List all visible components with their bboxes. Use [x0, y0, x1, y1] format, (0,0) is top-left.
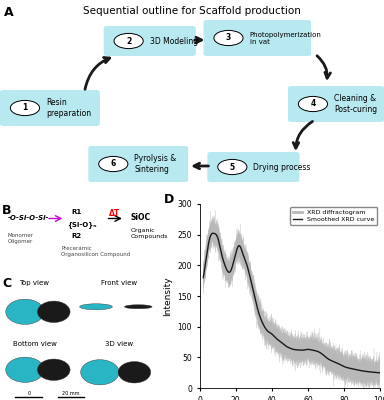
- Text: 0: 0: [27, 391, 30, 396]
- Text: Photopolymerization
in vat: Photopolymerization in vat: [250, 32, 321, 44]
- Text: Cleaning &
Post-curing: Cleaning & Post-curing: [334, 94, 377, 114]
- Text: A: A: [4, 6, 13, 19]
- Y-axis label: Intensity: Intensity: [163, 276, 172, 316]
- Circle shape: [81, 360, 119, 385]
- Ellipse shape: [124, 305, 152, 309]
- Line: Smoothed XRD curve: Smoothed XRD curve: [203, 233, 380, 373]
- Smoothed XRD curve: [201, 275, 205, 280]
- Text: Resin
preparation: Resin preparation: [46, 98, 91, 118]
- Circle shape: [38, 301, 70, 322]
- Circle shape: [38, 359, 70, 380]
- Text: Preceramic
Organosilicon Compound: Preceramic Organosilicon Compound: [61, 246, 131, 257]
- Text: ΔT: ΔT: [109, 209, 121, 218]
- Circle shape: [114, 33, 143, 49]
- Smoothed XRD curve: [269, 331, 273, 336]
- Text: Bottom view: Bottom view: [13, 341, 56, 347]
- Smoothed XRD curve: [376, 370, 381, 375]
- Circle shape: [118, 362, 151, 383]
- Smoothed XRD curve: [276, 338, 281, 343]
- FancyBboxPatch shape: [204, 20, 311, 56]
- Text: C: C: [2, 276, 11, 290]
- Text: Top view: Top view: [20, 280, 50, 286]
- FancyBboxPatch shape: [0, 90, 100, 126]
- Text: 20 mm: 20 mm: [62, 391, 80, 396]
- Circle shape: [218, 159, 247, 174]
- Legend: XRD diffractogram, Smoothed XRD curve: XRD diffractogram, Smoothed XRD curve: [290, 207, 377, 225]
- Text: 5: 5: [230, 162, 235, 172]
- Ellipse shape: [80, 304, 112, 310]
- Text: Monomer
Oligomer: Monomer Oligomer: [8, 233, 34, 244]
- Circle shape: [6, 357, 44, 382]
- Text: 6: 6: [111, 160, 116, 168]
- Text: 3D view: 3D view: [105, 341, 133, 347]
- Text: Organic
Compounds: Organic Compounds: [131, 228, 168, 239]
- Text: 1: 1: [22, 104, 28, 112]
- Smoothed XRD curve: [232, 258, 236, 262]
- Text: R2: R2: [71, 232, 81, 238]
- Text: D: D: [164, 193, 174, 206]
- Text: SiOC: SiOC: [131, 213, 151, 222]
- FancyBboxPatch shape: [288, 86, 384, 122]
- Text: R1: R1: [71, 209, 81, 215]
- Circle shape: [10, 100, 40, 116]
- FancyBboxPatch shape: [88, 146, 188, 182]
- Text: 2: 2: [126, 36, 131, 46]
- FancyBboxPatch shape: [104, 26, 196, 56]
- Text: Pyrolysis &
Sintering: Pyrolysis & Sintering: [134, 154, 177, 174]
- Text: 3: 3: [226, 34, 231, 42]
- Text: 4: 4: [310, 100, 316, 108]
- Smoothed XRD curve: [221, 259, 226, 264]
- Text: Drying process: Drying process: [253, 162, 311, 172]
- FancyBboxPatch shape: [207, 152, 300, 182]
- Circle shape: [6, 299, 44, 324]
- Smoothed XRD curve: [355, 368, 360, 372]
- Text: -O-Si-O-Si-: -O-Si-O-Si-: [8, 215, 49, 221]
- Circle shape: [214, 30, 243, 46]
- Text: 3D Modeling: 3D Modeling: [150, 36, 198, 46]
- Smoothed XRD curve: [378, 370, 382, 375]
- Text: B: B: [2, 204, 12, 217]
- Circle shape: [99, 156, 128, 172]
- Text: {Si-O}ₙ: {Si-O}ₙ: [67, 221, 97, 228]
- Circle shape: [298, 96, 328, 112]
- Smoothed XRD curve: [374, 370, 379, 375]
- Smoothed XRD curve: [211, 231, 215, 236]
- Text: Sequential outline for Scaffold production: Sequential outline for Scaffold producti…: [83, 6, 301, 16]
- Text: Front view: Front view: [101, 280, 137, 286]
